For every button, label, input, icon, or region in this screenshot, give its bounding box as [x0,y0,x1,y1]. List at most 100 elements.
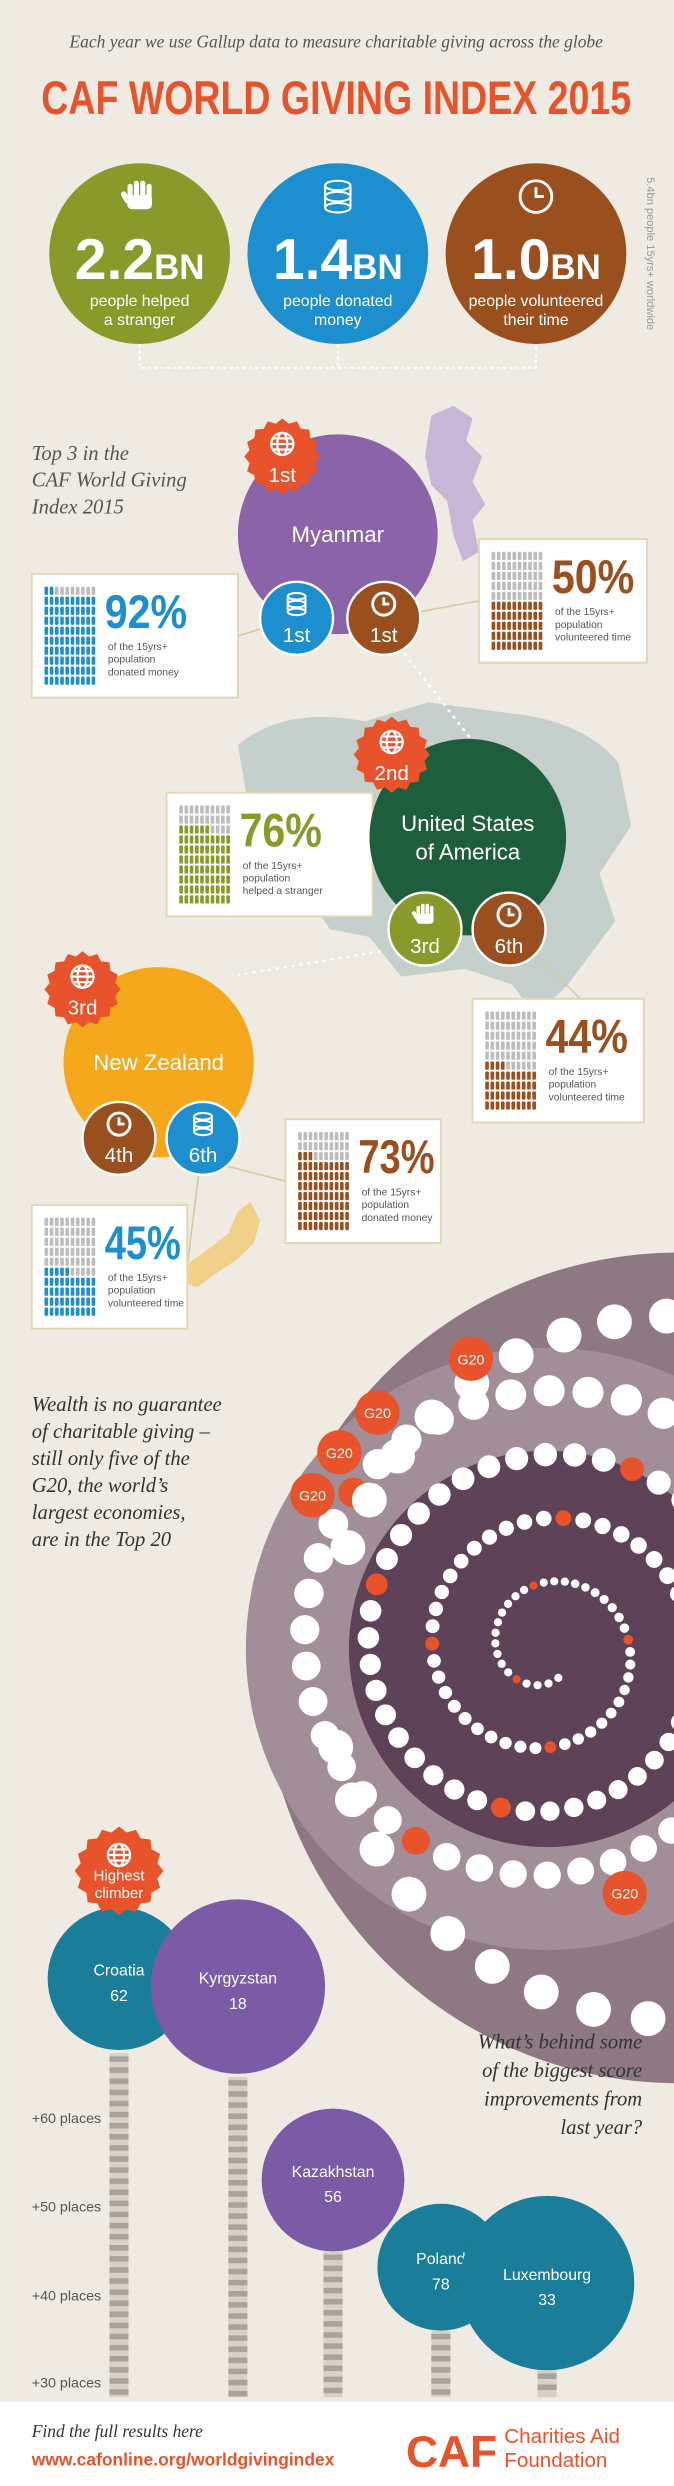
person-icon [496,631,501,640]
spiral-dot [380,1438,416,1474]
person-icon [70,1287,75,1296]
g20-dot [448,1336,494,1381]
spiral-dot [594,1517,611,1535]
logo: CAF [406,2428,497,2477]
person-icon [91,636,96,645]
person-icon [532,1031,536,1040]
person-icon [533,611,538,620]
person-icon [329,1171,334,1181]
person-icon [70,1227,75,1236]
person-icon [329,1201,334,1211]
person-icon [81,596,85,605]
progress-step [323,2310,343,2316]
climber-name: Poland [416,2251,465,2268]
spiral-dot [597,1304,632,1340]
person-icon [485,1051,489,1060]
person-icon [200,855,204,864]
person-icon [345,1181,349,1191]
person-icon [184,885,189,894]
person-icon [517,631,522,640]
person-icon [345,1151,349,1161]
progress-step [228,2191,248,2197]
person-icon [496,571,501,580]
person-icon [86,1237,90,1246]
rank-label: 1st [269,464,297,487]
person-icon [81,1227,85,1236]
clock-icon [106,1111,132,1137]
person-icon [189,885,194,894]
progress-step [109,2367,129,2373]
person-icon [521,1091,526,1100]
person-icon [189,875,194,884]
person-icon [308,1191,313,1201]
person-icon [81,646,85,655]
person-icon [521,1031,526,1040]
person-icon [81,1287,85,1296]
person-icon [319,1181,323,1191]
person-icon [485,1081,489,1090]
icon-part [106,1111,132,1137]
coins-icon [286,591,307,617]
person-icon [205,895,210,904]
person-icon [517,641,522,650]
person-icon [324,1181,328,1191]
person-icon [215,815,220,824]
person-icon [54,636,59,645]
callout-percent: 76% [239,805,321,858]
person-icon [194,895,199,904]
person-icon [215,885,220,894]
person-icon [313,1211,318,1221]
person-icon [44,1247,49,1256]
map-myanmar [424,405,486,562]
person-icon [490,1091,495,1100]
spiral-dot [533,1861,561,1889]
callout-caption: of the 15yrs+ [108,1273,168,1284]
spiral-dot [645,1551,663,1568]
person-icon [86,1277,90,1286]
icon-part [507,908,515,917]
person-icon [506,1071,510,1080]
callout-caption: donated money [108,667,180,678]
spiral-dot [428,1483,451,1506]
person-icon [189,855,194,864]
person-icon [507,581,511,590]
progress-step [109,2233,129,2240]
person-icon [86,586,90,595]
person-icon [70,1237,75,1246]
g20-dot [317,1430,362,1475]
progress-step [228,2279,248,2286]
person-icon [210,835,215,844]
person-icon [91,666,96,675]
person-icon [345,1171,349,1181]
callout-percent: 73% [358,1131,434,1184]
person-icon [200,895,204,904]
callout-caption: of the 15yrs+ [108,642,168,653]
spiral-dot [560,1577,569,1586]
icon-part [120,191,131,204]
person-icon [86,616,90,625]
icon-part [416,913,434,924]
person-icon [345,1132,349,1141]
person-icon [313,1132,318,1141]
person-icon [194,805,199,814]
person-icon [516,1051,521,1060]
person-icon [81,1257,85,1266]
person-icon [91,1277,96,1286]
stat-figure: 2.2BN [75,228,205,292]
person-icon [91,1287,96,1296]
person-icon [91,1257,96,1266]
person-icon [81,1267,85,1276]
person-icon [91,1217,96,1226]
person-icon [91,1307,96,1316]
climber-name: Kazakhstan [292,2164,375,2181]
progress-step [228,2157,248,2164]
rank-circle [471,891,547,967]
person-icon [527,1041,531,1050]
progress-step [323,2265,343,2272]
person-icon [60,646,64,655]
spiral-dot [572,1733,585,1745]
person-icon [210,805,215,814]
rank-badge [44,951,121,1028]
spiral-dot [591,1447,616,1472]
person-icon [522,561,527,570]
